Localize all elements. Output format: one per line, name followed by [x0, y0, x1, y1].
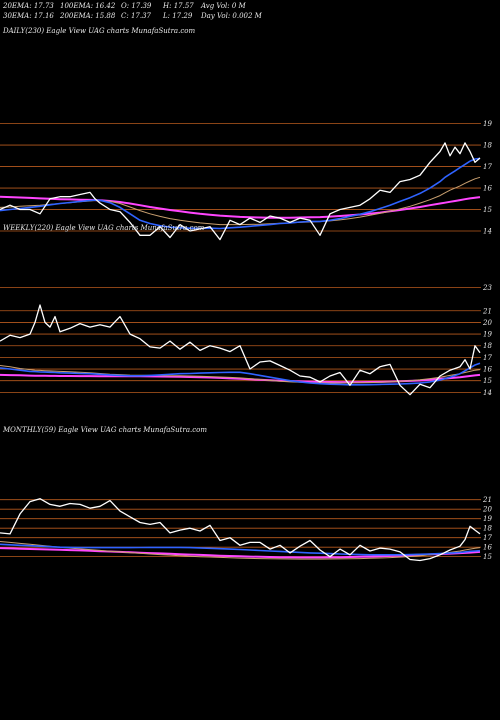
series-line-ema-short [0, 362, 481, 386]
series-line-ema-short [0, 543, 481, 556]
y-tick-label: 17 [483, 354, 492, 362]
ema100-readout: 100EMA: 16.42 [60, 2, 116, 10]
y-tick-label: 21 [482, 496, 492, 504]
y-tick-label: 18 [483, 525, 492, 533]
day-volume-readout: Day Vol: 0.002 M [201, 12, 262, 20]
chart-title: WEEKLY(220) Eagle View UAG charts Munafa… [3, 224, 205, 232]
y-tick-label: 18 [483, 142, 492, 150]
close-readout: C: 17.37 [121, 12, 151, 20]
series-line-ema-mid [0, 541, 481, 560]
series-line-ema-mid [0, 365, 481, 384]
y-tick-label: 19 [483, 515, 492, 523]
y-tick-label: 16 [483, 544, 492, 552]
ema20-readout: 20EMA: 17.73 [3, 2, 54, 10]
y-tick-label: 16 [483, 366, 492, 374]
low-readout: L: 17.29 [163, 12, 193, 20]
y-tick-label: 15 [483, 553, 492, 561]
y-tick-label: 23 [482, 284, 492, 292]
y-tick-label: 15 [483, 377, 492, 385]
y-tick-label: 18 [483, 342, 492, 350]
series-line-price [0, 304, 481, 396]
series-line-ema-short [0, 157, 481, 230]
y-tick-label: 15 [483, 206, 492, 214]
chart-panel-1: 23 21 20 19 18 17 16 15 14 WEEKLY(220) Eagle View… [0, 224, 492, 397]
y-tick-label: 16 [483, 185, 492, 193]
y-tick-label: 21 [482, 307, 492, 315]
y-tick-label: 20 [482, 506, 492, 514]
avg-volume-readout: Avg Vol: 0 M [201, 2, 246, 10]
chart-title: MONTHLY(59) Eagle View UAG charts Munafa… [2, 426, 207, 434]
open-readout: O: 17.39 [121, 2, 152, 10]
y-tick-label: 14 [483, 389, 492, 397]
series-line-price [0, 142, 481, 241]
y-tick-label: 14 [483, 228, 492, 236]
y-tick-label: 17 [483, 534, 492, 542]
chart-title: DAILY(230) Eagle View UAG charts MunafaS… [2, 27, 195, 35]
ema200-readout: 200EMA: 15.88 [60, 12, 116, 20]
high-readout: H: 17.57 [163, 2, 194, 10]
y-tick-label: 17 [483, 163, 492, 171]
y-tick-label: 19 [483, 120, 492, 128]
y-tick-label: 20 [482, 319, 492, 327]
ema30-readout: 30EMA: 17.16 [3, 12, 54, 20]
y-tick-label: 19 [483, 331, 492, 339]
series-line-price [0, 498, 481, 562]
chart-panel-0: 19 18 17 16 15 14 DAILY(230) Eagle View UAG ch… [0, 27, 492, 241]
